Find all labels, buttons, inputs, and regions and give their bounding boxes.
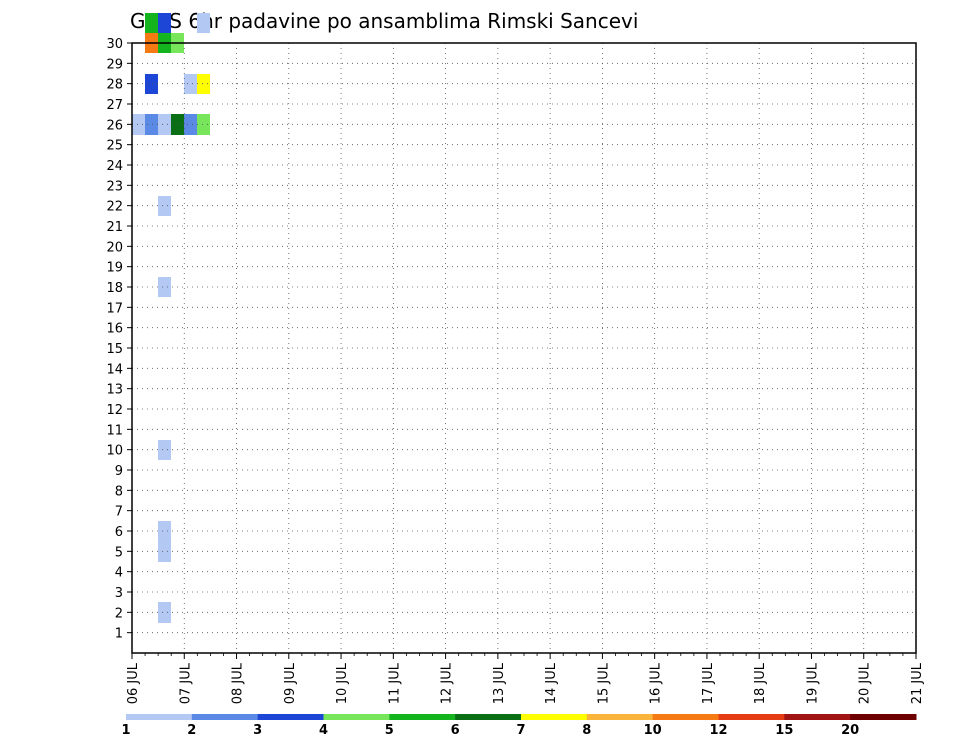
heatmap-cell [158, 13, 171, 33]
colorbar-label: 3 [253, 723, 262, 738]
x-tick-label: 18 JUL [753, 662, 768, 704]
y-tick-label: 11 [106, 423, 123, 438]
y-tick-label: 8 [115, 484, 123, 499]
y-tick-label: 27 [106, 98, 123, 113]
heatmap-cell [158, 541, 171, 562]
heatmap-cell [145, 13, 158, 33]
x-tick-label: 13 JUL [492, 662, 507, 704]
y-tick-label: 2 [115, 606, 123, 621]
colorbar-label: 5 [385, 723, 394, 738]
x-tick-label: 14 JUL [544, 662, 559, 704]
x-tick-label: 11 JUL [387, 662, 402, 704]
colorbar-label: 8 [582, 723, 591, 738]
colorbar-label: 20 [841, 723, 859, 738]
colorbar-label: 1 [121, 723, 130, 738]
y-tick-label: 22 [106, 200, 123, 215]
heatmap-cell [132, 114, 145, 135]
y-tick-label: 3 [115, 586, 123, 601]
heatmap-cell [158, 196, 171, 216]
y-tick-label: 6 [115, 525, 123, 540]
colorbar-label: 4 [319, 723, 328, 738]
heatmap-cell [158, 521, 171, 541]
heatmap-cell [145, 74, 158, 94]
x-tick-label: 19 JUL [805, 662, 820, 704]
y-tick-label: 9 [115, 464, 123, 479]
y-tick-label: 29 [106, 57, 123, 72]
heatmap-cell [158, 114, 171, 135]
colorbar-swatch [652, 714, 719, 720]
heatmap-cell [197, 114, 210, 135]
y-tick-label: 21 [106, 220, 123, 235]
colorbar-swatch [323, 714, 390, 720]
y-tick-label: 25 [106, 139, 123, 154]
chart-title: GEFS 6hr padavine po ansamblima Rimski S… [130, 9, 638, 33]
heatmap-cell [197, 13, 210, 33]
heatmap-cell [184, 74, 197, 94]
x-tick-label: 20 JUL [858, 662, 873, 704]
colorbar-swatch [586, 714, 654, 720]
colorbar-label: 10 [644, 723, 662, 738]
y-tick-label: 23 [106, 179, 123, 194]
x-tick-label: 09 JUL [283, 662, 298, 704]
y-tick-label: 30 [106, 37, 123, 52]
y-tick-label: 1 [115, 627, 123, 642]
y-tick-label: 20 [106, 240, 123, 255]
y-tick-label: 17 [106, 301, 123, 316]
colorbar-label: 2 [187, 723, 196, 738]
y-tick-label: 26 [106, 118, 123, 133]
y-tick-label: 28 [106, 78, 123, 93]
y-tick-label: 18 [106, 281, 123, 296]
x-tick-label: 08 JUL [231, 662, 246, 704]
colorbar-swatch [389, 714, 456, 720]
colorbar-swatch [455, 714, 522, 720]
colorbar-swatch [521, 714, 588, 720]
colorbar-swatch [850, 714, 917, 720]
y-tick-label: 19 [106, 261, 123, 276]
heatmap-cell [158, 277, 171, 297]
y-tick-label: 16 [106, 322, 123, 337]
colorbar-swatch [126, 714, 193, 720]
heatmap-cell [145, 114, 158, 135]
y-tick-label: 7 [115, 505, 123, 520]
y-tick-label: 15 [106, 342, 123, 357]
heatmap-cell [184, 114, 197, 135]
plot-frame [131, 42, 917, 654]
colorbar-swatch [191, 714, 259, 720]
heatmap-cell [158, 602, 171, 623]
y-tick-label: 10 [106, 444, 123, 459]
y-tick-label: 4 [115, 566, 123, 581]
x-tick-label: 21 JUL [910, 662, 925, 704]
x-tick-label: 16 JUL [649, 662, 664, 704]
x-tick-label: 10 JUL [335, 662, 350, 704]
x-tick-label: 17 JUL [701, 662, 716, 704]
y-tick-label: 12 [106, 403, 123, 418]
colorbar-label: 15 [775, 723, 793, 738]
y-tick-label: 13 [106, 383, 123, 398]
heatmap-cell [158, 440, 171, 460]
x-tick-label: 06 JUL [126, 662, 141, 704]
colorbar-swatch [257, 714, 324, 720]
colorbar-swatch [718, 714, 785, 720]
colorbar-label: 12 [709, 723, 727, 738]
heatmap-cell [197, 74, 210, 94]
y-tick-label: 5 [115, 545, 123, 560]
x-tick-label: 15 JUL [596, 662, 611, 704]
colorbar-label: 7 [516, 723, 525, 738]
y-tick-label: 14 [106, 362, 123, 377]
x-tick-label: 12 JUL [440, 662, 455, 704]
colorbar-label: 6 [451, 723, 460, 738]
x-tick-label: 07 JUL [178, 662, 193, 704]
y-tick-label: 24 [106, 159, 123, 174]
colorbar-swatch [784, 714, 851, 720]
